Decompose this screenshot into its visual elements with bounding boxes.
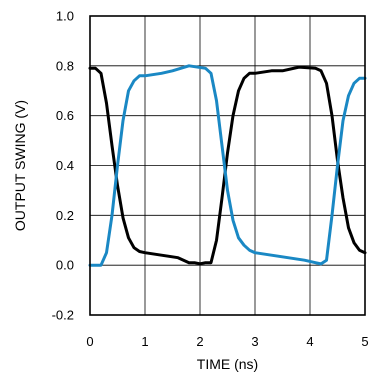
y-tick-label: 0.8 <box>56 58 74 73</box>
y-axis-label: OUTPUT SWING (V) <box>12 100 28 231</box>
x-axis-label: TIME (ns) <box>197 356 258 372</box>
y-tick-label: 0.0 <box>56 258 74 273</box>
y-tick-label: 0.4 <box>56 158 74 173</box>
series-line-1 <box>88 65 367 266</box>
x-tick-label: 1 <box>141 334 148 349</box>
y-tick-label: 0.2 <box>56 208 74 223</box>
x-tick-label: 5 <box>361 334 368 349</box>
plot-frame <box>89 15 366 316</box>
series-group <box>88 64 367 267</box>
grid <box>89 15 366 316</box>
x-tick-label: 0 <box>86 334 93 349</box>
y-tick-label: 1.0 <box>56 9 74 24</box>
y-tick-label: -0.2 <box>52 308 74 323</box>
y-tick-labels: 1.0 0.8 0.6 0.4 0.2 0.0 -0.2 <box>52 9 74 323</box>
x-tick-label: 3 <box>251 334 258 349</box>
x-tick-labels: 0 1 2 3 4 5 <box>86 334 368 349</box>
y-tick-label: 0.6 <box>56 108 74 123</box>
series-line-2 <box>88 64 367 267</box>
x-tick-label: 2 <box>196 334 203 349</box>
x-tick-label: 4 <box>306 334 313 349</box>
